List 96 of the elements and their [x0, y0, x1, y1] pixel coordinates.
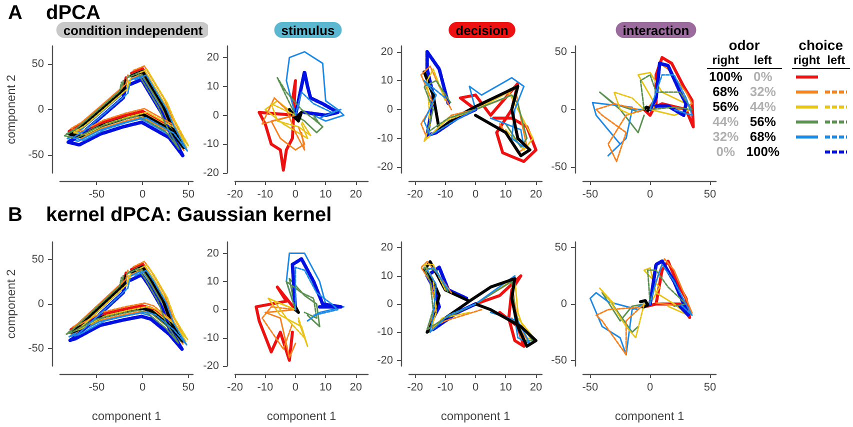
- text: left: [822, 53, 850, 68]
- x-axis-title: component 1: [266, 409, 337, 423]
- x-tick-label: 0: [139, 382, 146, 394]
- y-tick-label: -20: [377, 354, 393, 366]
- y-tick-label: -50: [28, 342, 44, 354]
- y-tick-label: 0: [212, 109, 219, 122]
- x-tick-label: -50: [88, 382, 105, 394]
- text: dPCA: [46, 2, 100, 25]
- y-tick-label: 10: [206, 80, 219, 92]
- x-tick-label: 0: [647, 188, 654, 200]
- annotation: 100%: [708, 68, 744, 84]
- chart-title: condition independent: [63, 23, 204, 38]
- y-tick-label: 10: [380, 270, 393, 282]
- x-tick-label: -20: [227, 188, 243, 200]
- y-tick-label: 50: [554, 242, 567, 254]
- y-tick-label: 0: [386, 104, 393, 116]
- x-tick-label: 50: [704, 382, 716, 394]
- chart-title: decision: [456, 23, 508, 38]
- x-tick-label: 50: [182, 382, 195, 394]
- y-tick-label: 0: [38, 104, 44, 116]
- text: odor: [728, 37, 761, 53]
- text: A: [8, 2, 22, 25]
- x-tick-label: -10: [257, 188, 274, 200]
- y-tick-label: -20: [377, 161, 393, 174]
- annotation: 0%: [715, 144, 736, 159]
- annotation: 68%: [712, 84, 740, 99]
- annotation: 56%: [712, 99, 740, 114]
- y-tick-label: 50: [32, 254, 44, 266]
- x-tick-label: 20: [530, 188, 542, 200]
- chart-title: interaction: [622, 23, 690, 38]
- y-tick-label: 10: [206, 275, 219, 288]
- x-tick-label: -50: [88, 188, 105, 200]
- y-tick-label: -10: [377, 132, 393, 144]
- y-tick-label: 0: [38, 298, 44, 310]
- y-tick-label: -50: [28, 148, 44, 161]
- y-tick-label: -10: [377, 326, 393, 338]
- chart-title: stimulus: [281, 23, 335, 38]
- y-tick-label: 0: [386, 298, 393, 310]
- x-tick-label: 50: [182, 188, 195, 200]
- x-tick-label: -10: [437, 188, 454, 200]
- y-axis-title: component 2: [4, 268, 18, 339]
- x-axis-title: component 1: [440, 409, 511, 423]
- y-tick-label: 50: [32, 58, 44, 70]
- x-axis-title: component 1: [614, 409, 685, 423]
- x-tick-label: -20: [407, 382, 423, 394]
- x-tick-label: 0: [292, 188, 299, 200]
- y-tick-label: -50: [551, 161, 567, 174]
- x-tick-label: 10: [320, 382, 332, 394]
- text: 68%: [748, 129, 777, 144]
- x-tick-label: 10: [320, 188, 332, 200]
- x-tick-label: 10: [500, 382, 512, 394]
- x-tick-label: 0: [647, 382, 654, 394]
- text: choice: [798, 37, 844, 53]
- y-tick-label: 0: [560, 298, 567, 310]
- text: kernel dPCA: Gaussian kernel: [46, 204, 332, 227]
- x-tick-label: 20: [350, 188, 362, 200]
- x-tick-label: 0: [139, 188, 146, 200]
- text: 0%: [752, 68, 774, 84]
- x-axis-title: component 1: [92, 409, 162, 423]
- x-tick-label: -50: [582, 382, 598, 394]
- x-tick-label: 0: [472, 188, 479, 200]
- x-tick-label: -10: [257, 382, 274, 394]
- x-tick-label: 50: [704, 188, 716, 200]
- x-tick-label: 10: [500, 188, 512, 200]
- text: 44%: [748, 99, 777, 114]
- x-tick-label: -20: [227, 382, 243, 394]
- y-tick-label: 20: [206, 247, 219, 260]
- text: B: [8, 204, 22, 227]
- y-tick-label: -20: [203, 360, 219, 372]
- y-tick-label: 0: [560, 104, 567, 116]
- y-tick-label: 0: [212, 304, 219, 316]
- annotation: right: [707, 53, 744, 68]
- y-tick-label: -20: [203, 167, 219, 179]
- annotation: 44%: [712, 114, 740, 129]
- y-tick-label: 10: [380, 74, 393, 87]
- x-tick-label: 20: [530, 382, 542, 394]
- x-tick-label: -50: [582, 188, 598, 200]
- x-tick-label: -20: [407, 188, 423, 200]
- x-tick-label: 20: [350, 382, 362, 394]
- text: 56%: [748, 114, 777, 129]
- text: 32%: [748, 84, 777, 99]
- y-tick-label: -10: [203, 332, 219, 344]
- y-tick-label: -50: [551, 354, 567, 366]
- y-tick-label: -10: [203, 138, 219, 150]
- x-tick-label: -10: [437, 382, 454, 394]
- y-tick-label: 50: [554, 46, 567, 58]
- x-tick-label: 0: [292, 382, 299, 394]
- y-axis-title: component 2: [4, 74, 18, 144]
- x-tick-label: 0: [472, 382, 479, 394]
- y-tick-label: 20: [380, 46, 393, 58]
- y-tick-label: 20: [206, 52, 219, 64]
- annotation: 32%: [712, 129, 740, 144]
- y-tick-label: 20: [380, 242, 393, 254]
- text: left: [744, 53, 782, 68]
- text: 100%: [745, 144, 780, 159]
- text: right: [792, 53, 822, 68]
